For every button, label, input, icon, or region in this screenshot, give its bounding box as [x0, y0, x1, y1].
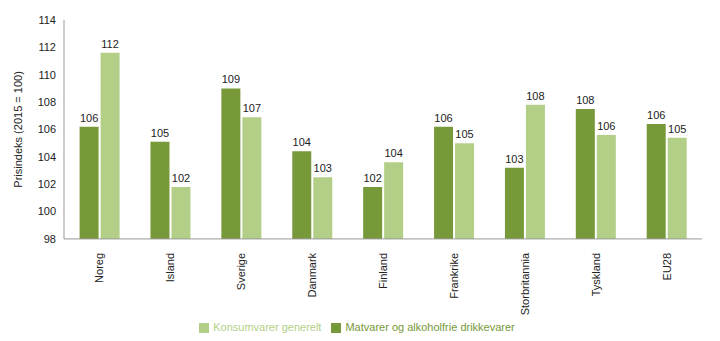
svg-text:100: 100 [38, 205, 56, 217]
svg-text:106: 106 [647, 109, 665, 121]
svg-text:106: 106 [597, 120, 615, 132]
svg-text:98: 98 [44, 233, 56, 245]
svg-text:Finland: Finland [377, 253, 389, 289]
svg-text:109: 109 [222, 73, 240, 85]
svg-text:Noreg: Noreg [93, 253, 105, 283]
svg-text:110: 110 [38, 69, 56, 81]
svg-text:112: 112 [101, 38, 119, 50]
svg-text:Danmark: Danmark [306, 252, 318, 297]
svg-text:106: 106 [38, 123, 56, 135]
svg-text:EU28: EU28 [661, 253, 673, 281]
svg-text:108: 108 [526, 90, 544, 102]
svg-text:103: 103 [314, 162, 332, 174]
svg-text:Island: Island [164, 253, 176, 282]
html-text:Konsumvarer generelt: Konsumvarer generelt [213, 320, 322, 333]
svg-text:102: 102 [363, 172, 381, 184]
svg-text:106: 106 [434, 112, 452, 124]
svg-text:108: 108 [576, 94, 594, 106]
svg-text:106: 106 [80, 112, 98, 124]
svg-text:104: 104 [384, 147, 402, 159]
svg-text:Tyskland: Tyskland [590, 253, 602, 296]
svg-text:104: 104 [293, 136, 311, 148]
svg-text:105: 105 [455, 128, 473, 140]
svg-text:Frankrike: Frankrike [448, 253, 460, 299]
svg-text:103: 103 [505, 153, 523, 165]
svg-text:Prisindeks (2015 = 100): Prisindeks (2015 = 100) [12, 71, 24, 187]
svg-text:Sverige: Sverige [235, 253, 247, 290]
svg-text:114: 114 [38, 14, 56, 26]
svg-text:105: 105 [668, 123, 686, 135]
svg-text:107: 107 [243, 102, 261, 114]
svg-text:102: 102 [38, 178, 56, 190]
svg-text:Storbritannia: Storbritannia [519, 252, 531, 315]
html-text:Matvarer og alkoholfrie drikke: Matvarer og alkoholfrie drikkevarer [345, 320, 515, 333]
svg-text:105: 105 [151, 127, 169, 139]
svg-text:104: 104 [38, 151, 56, 163]
svg-text:102: 102 [172, 172, 190, 184]
svg-text:108: 108 [38, 96, 56, 108]
svg-text:112: 112 [38, 41, 56, 53]
